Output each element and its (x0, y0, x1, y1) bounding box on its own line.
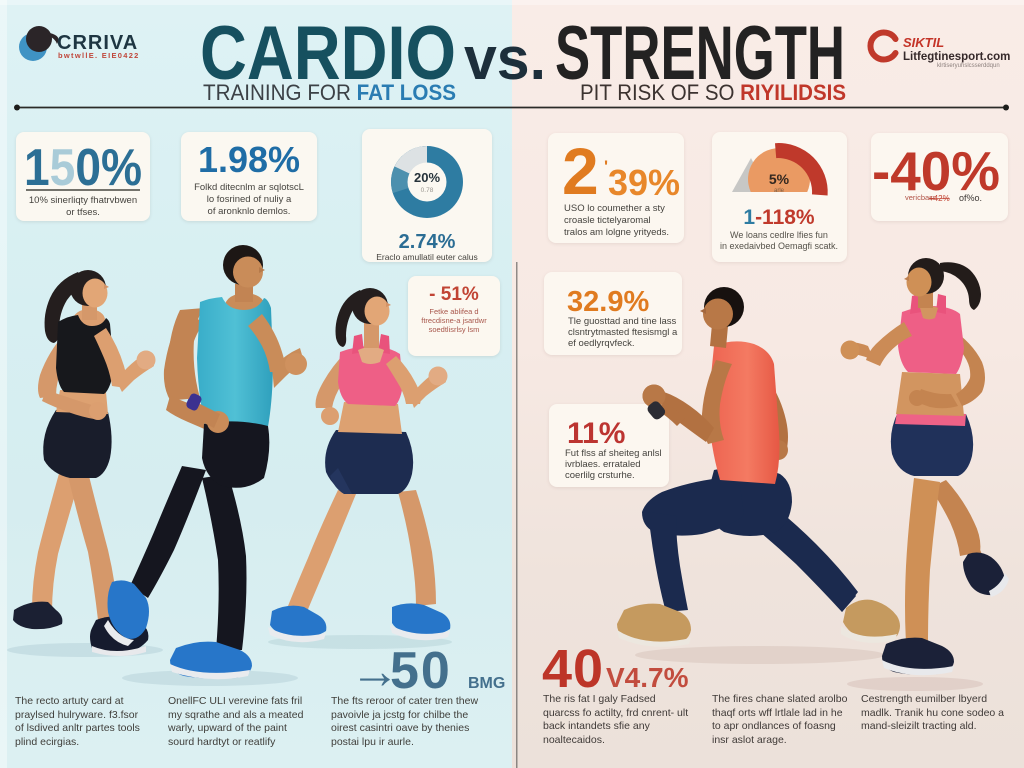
svg-text:5%: 5% (769, 171, 790, 187)
svg-text:in exedaivbed Oemagfi scatk.: in exedaivbed Oemagfi scatk. (720, 241, 838, 251)
svg-text:lo fosrined of nuliy a: lo fosrined of nuliy a (207, 194, 292, 205)
svg-text:of%o.: of%o. (959, 193, 982, 203)
svg-text:2.74%: 2.74% (399, 231, 456, 253)
svg-text:CRRIVA: CRRIVA (57, 32, 138, 54)
svg-text:vs.: vs. (464, 25, 546, 92)
svg-text:40: 40 (542, 646, 604, 696)
svg-text:1.98%: 1.98% (198, 139, 300, 180)
svg-text:ef oedlyrqvfeck.: ef oedlyrqvfeck. (568, 338, 635, 349)
svg-text:PIT RISK OF SO RIYILIDSIS: PIT RISK OF SO RIYILIDSIS (580, 80, 846, 105)
svg-text:or tfses.: or tfses. (66, 207, 100, 218)
svg-text:V4.7%: V4.7% (606, 662, 689, 693)
svg-text:Folkd ditecnlm ar sqlotscL: Folkd ditecnlm ar sqlotscL (194, 182, 304, 193)
svg-text:20%: 20% (414, 170, 440, 185)
svg-text:0.78: 0.78 (421, 187, 434, 194)
svg-text:32.9%: 32.9% (567, 286, 649, 318)
svg-text:Tle guosttad and tine lass: Tle guosttad and tine lass (568, 316, 677, 327)
svg-text:arle: arle (774, 188, 785, 194)
svg-text:39%: 39% (608, 162, 680, 203)
svg-text:→: → (350, 648, 400, 698)
svg-text:ftrecdisne-a jsardwr: ftrecdisne-a jsardwr (421, 316, 487, 325)
svg-text:clsntrytmasted ftesismgl a: clsntrytmasted ftesismgl a (568, 327, 678, 338)
svg-text:2: 2 (562, 134, 599, 208)
svg-text:klrtiseryuhslcsserddqun: klrtiseryuhslcsserddqun (937, 63, 1000, 69)
svg-text:of aronknlo demlos.: of aronknlo demlos. (208, 206, 291, 217)
svg-text:TRAINING FOR FAT LOSS: TRAINING FOR FAT LOSS (203, 80, 456, 105)
svg-text:1-118%: 1-118% (743, 206, 815, 229)
svg-text:Eraclo amullatil euter calus: Eraclo amullatil euter calus (376, 252, 478, 262)
svg-text:SIKTIL: SIKTIL (903, 35, 944, 50)
svg-text:We loans cedlre lfies fun: We loans cedlre lfies fun (730, 230, 828, 240)
svg-text:-40%: -40% (872, 140, 1000, 202)
svg-text:CARDIO: CARDIO (200, 11, 456, 96)
svg-text:STRENGTH: STRENGTH (555, 11, 845, 96)
svg-text:150%: 150% (24, 139, 142, 197)
svg-text:Fut flss af sheiteg anlsl: Fut flss af sheiteg anlsl (565, 448, 662, 459)
svg-text:soedtlisrlsy lsm: soedtlisrlsy lsm (429, 325, 480, 334)
svg-text:- 51%: - 51% (429, 284, 479, 305)
svg-text:11%: 11% (567, 417, 625, 450)
svg-text:bwtwllE. EIE0422: bwtwllE. EIE0422 (58, 51, 140, 60)
svg-text:50: 50 (390, 648, 452, 698)
svg-text:USO lo coumether a sty: USO lo coumether a sty (564, 203, 665, 214)
svg-text:Fetke ablifea d: Fetke ablifea d (429, 307, 478, 316)
svg-text:vericbasr: vericbasr (905, 193, 936, 202)
svg-text:+42%: +42% (929, 194, 950, 203)
svg-text:tralos am lolgne yrityeds.: tralos am lolgne yrityeds. (564, 227, 669, 238)
svg-text:Litfegtinesport.com: Litfegtinesport.com (903, 51, 1010, 63)
svg-text:coerlilg crsturhe.: coerlilg crsturhe. (565, 470, 635, 481)
svg-text:ivrblaes. errataled: ivrblaes. errataled (565, 459, 641, 470)
svg-text:croasle tictelyaromal: croasle tictelyaromal (564, 215, 651, 226)
svg-text:BMG: BMG (468, 675, 505, 692)
svg-text:': ' (604, 157, 608, 176)
svg-text:10% sinerliqty fhatrvbwen: 10% sinerliqty fhatrvbwen (29, 195, 137, 206)
